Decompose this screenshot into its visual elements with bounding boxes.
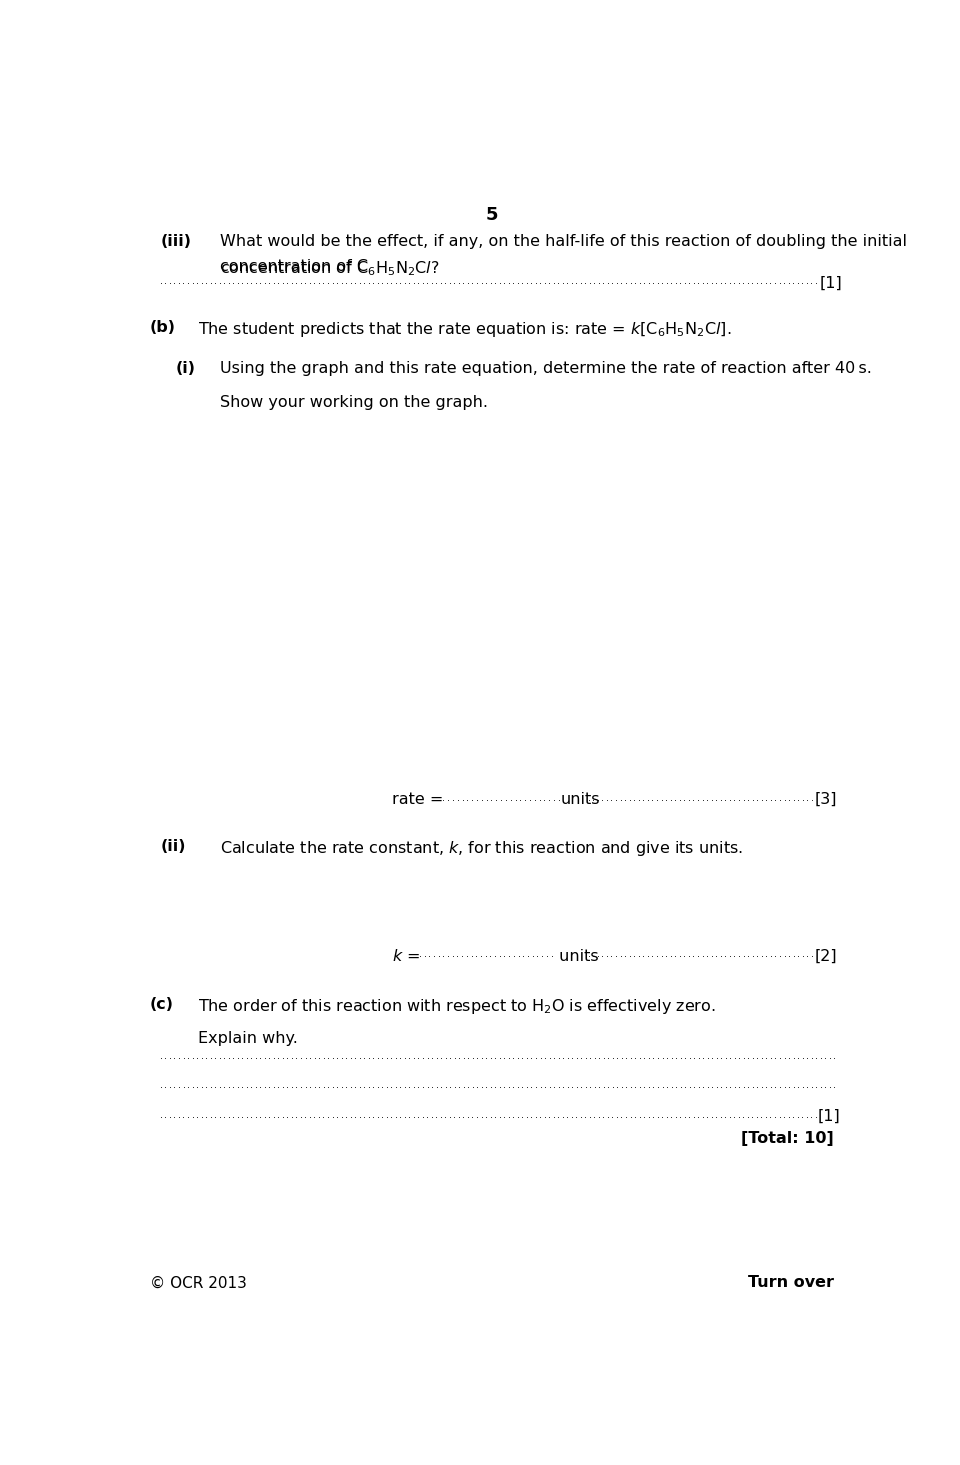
Text: The order of this reaction with respect to H$_2$O is effectively zero.: The order of this reaction with respect … (198, 998, 716, 1017)
Text: (iii): (iii) (161, 234, 192, 249)
Text: (c): (c) (150, 998, 174, 1012)
Text: 5: 5 (486, 207, 498, 224)
Text: Turn over: Turn over (748, 1276, 834, 1291)
Text: (ii): (ii) (161, 839, 186, 854)
Text: © OCR 2013: © OCR 2013 (150, 1276, 247, 1291)
Text: [Total: 10]: [Total: 10] (741, 1131, 834, 1146)
Text: concentration of C$_6$H$_5$N$_2$C$\it{l}$?: concentration of C$_6$H$_5$N$_2$C$\it{l}… (221, 259, 440, 278)
Text: (b): (b) (150, 321, 176, 335)
Text: Show your working on the graph.: Show your working on the graph. (221, 394, 489, 410)
Text: $k$ =: $k$ = (392, 948, 420, 964)
Text: [2]: [2] (814, 949, 837, 964)
Text: The student predicts that the rate equation is: rate = $k$[C$_6$H$_5$N$_2$C$\it{: The student predicts that the rate equat… (198, 321, 732, 340)
Text: units: units (561, 793, 600, 807)
Text: Explain why.: Explain why. (198, 1031, 298, 1046)
Text: What would be the effect, if any, on the half-life of this reaction of doubling : What would be the effect, if any, on the… (221, 234, 907, 249)
Text: Calculate the rate constant, $k$, for this reaction and give its units.: Calculate the rate constant, $k$, for th… (221, 839, 743, 858)
Text: concentration of C: concentration of C (221, 259, 369, 274)
Text: [1]: [1] (820, 275, 842, 290)
Text: units: units (555, 949, 599, 964)
Text: rate =: rate = (392, 793, 448, 807)
Text: [3]: [3] (814, 793, 837, 807)
Text: (i): (i) (176, 360, 196, 377)
Text: [1]: [1] (818, 1109, 841, 1124)
Text: Using the graph and this rate equation, determine the rate of reaction after 40 : Using the graph and this rate equation, … (221, 360, 873, 377)
